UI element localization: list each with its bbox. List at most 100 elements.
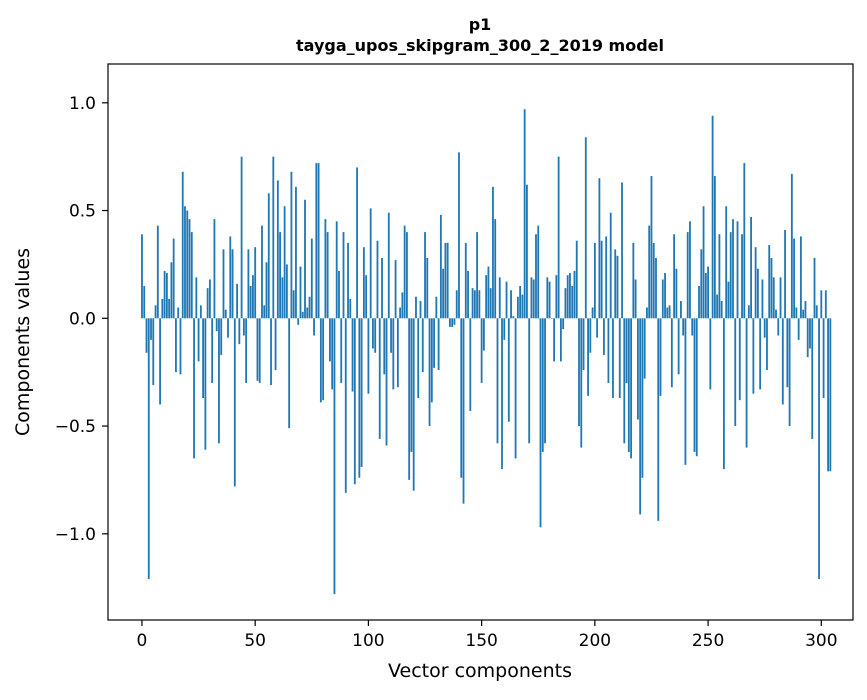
bar (646, 307, 648, 319)
bar (553, 318, 555, 362)
bar (270, 318, 272, 386)
bar (569, 273, 571, 319)
bar (385, 318, 388, 446)
bar (627, 318, 630, 452)
x-tick-label: 50 (244, 631, 266, 651)
bar (439, 214, 442, 319)
bar (689, 221, 691, 319)
bar (299, 266, 302, 319)
bar (732, 219, 734, 319)
bar (236, 283, 238, 319)
bar (279, 232, 281, 319)
bar (578, 318, 580, 427)
bar (596, 318, 599, 338)
x-axis: 0 50 100 150 200 250 300 (137, 620, 838, 651)
bar (738, 318, 741, 401)
bar (605, 236, 608, 319)
bar (387, 212, 390, 319)
bar (657, 318, 660, 521)
bar (256, 318, 259, 381)
bar (747, 305, 750, 319)
bar (374, 318, 377, 353)
bar (559, 318, 562, 362)
bar (383, 318, 386, 375)
x-tick-label: 250 (692, 631, 724, 651)
bar (768, 245, 771, 319)
bar (743, 163, 746, 319)
bar (589, 318, 592, 353)
bar (295, 186, 297, 319)
bar (625, 318, 628, 383)
bar (415, 296, 417, 319)
bar (245, 318, 248, 383)
bar (193, 318, 195, 459)
bar (261, 225, 263, 319)
bar (702, 206, 705, 319)
x-tick-label: 300 (805, 631, 837, 651)
bar (675, 268, 678, 319)
bar (510, 290, 512, 319)
bar (519, 285, 522, 319)
bar (600, 240, 603, 319)
bar (274, 318, 277, 371)
bar (650, 176, 653, 319)
bar (202, 318, 205, 399)
bar (412, 318, 415, 491)
bar (555, 275, 558, 319)
bar (247, 249, 250, 319)
bar (795, 307, 798, 319)
bar (410, 318, 413, 452)
x-axis-label: Vector components (388, 660, 572, 682)
bar (159, 318, 161, 405)
bar (603, 318, 605, 355)
bar (695, 318, 698, 457)
bar (670, 318, 673, 388)
bar (820, 290, 823, 319)
bar (186, 210, 189, 319)
bar (829, 318, 832, 472)
bar (661, 279, 664, 319)
bar (668, 305, 671, 319)
bar (396, 318, 399, 388)
bar (618, 318, 621, 399)
bar (252, 275, 254, 319)
bar (254, 247, 257, 319)
bar (442, 268, 445, 319)
bar (664, 273, 666, 319)
bar (161, 298, 164, 319)
bar (390, 318, 392, 353)
bar (621, 182, 623, 319)
bar (281, 277, 284, 319)
bar (179, 318, 182, 375)
bar (227, 318, 229, 338)
bar (584, 137, 587, 319)
bar (485, 275, 488, 319)
bar (335, 221, 338, 319)
bar (344, 318, 347, 493)
bar (460, 318, 463, 478)
bar (143, 285, 146, 319)
bar (231, 249, 234, 319)
bar (469, 318, 472, 411)
bar (340, 318, 343, 383)
bar (487, 266, 490, 319)
bar (607, 318, 610, 383)
bar (492, 186, 494, 319)
bar (763, 318, 766, 338)
bar (152, 318, 155, 386)
bar (593, 242, 596, 319)
bar (535, 234, 537, 319)
bar (800, 236, 802, 319)
bar (349, 298, 352, 319)
bar (378, 318, 381, 439)
bar (723, 318, 725, 470)
bar (242, 318, 245, 336)
bar (272, 156, 275, 319)
bar (612, 318, 614, 399)
bar (793, 238, 796, 319)
bar (530, 277, 533, 319)
bar (365, 275, 368, 319)
x-tick-label: 100 (352, 631, 384, 651)
bar (496, 318, 499, 444)
